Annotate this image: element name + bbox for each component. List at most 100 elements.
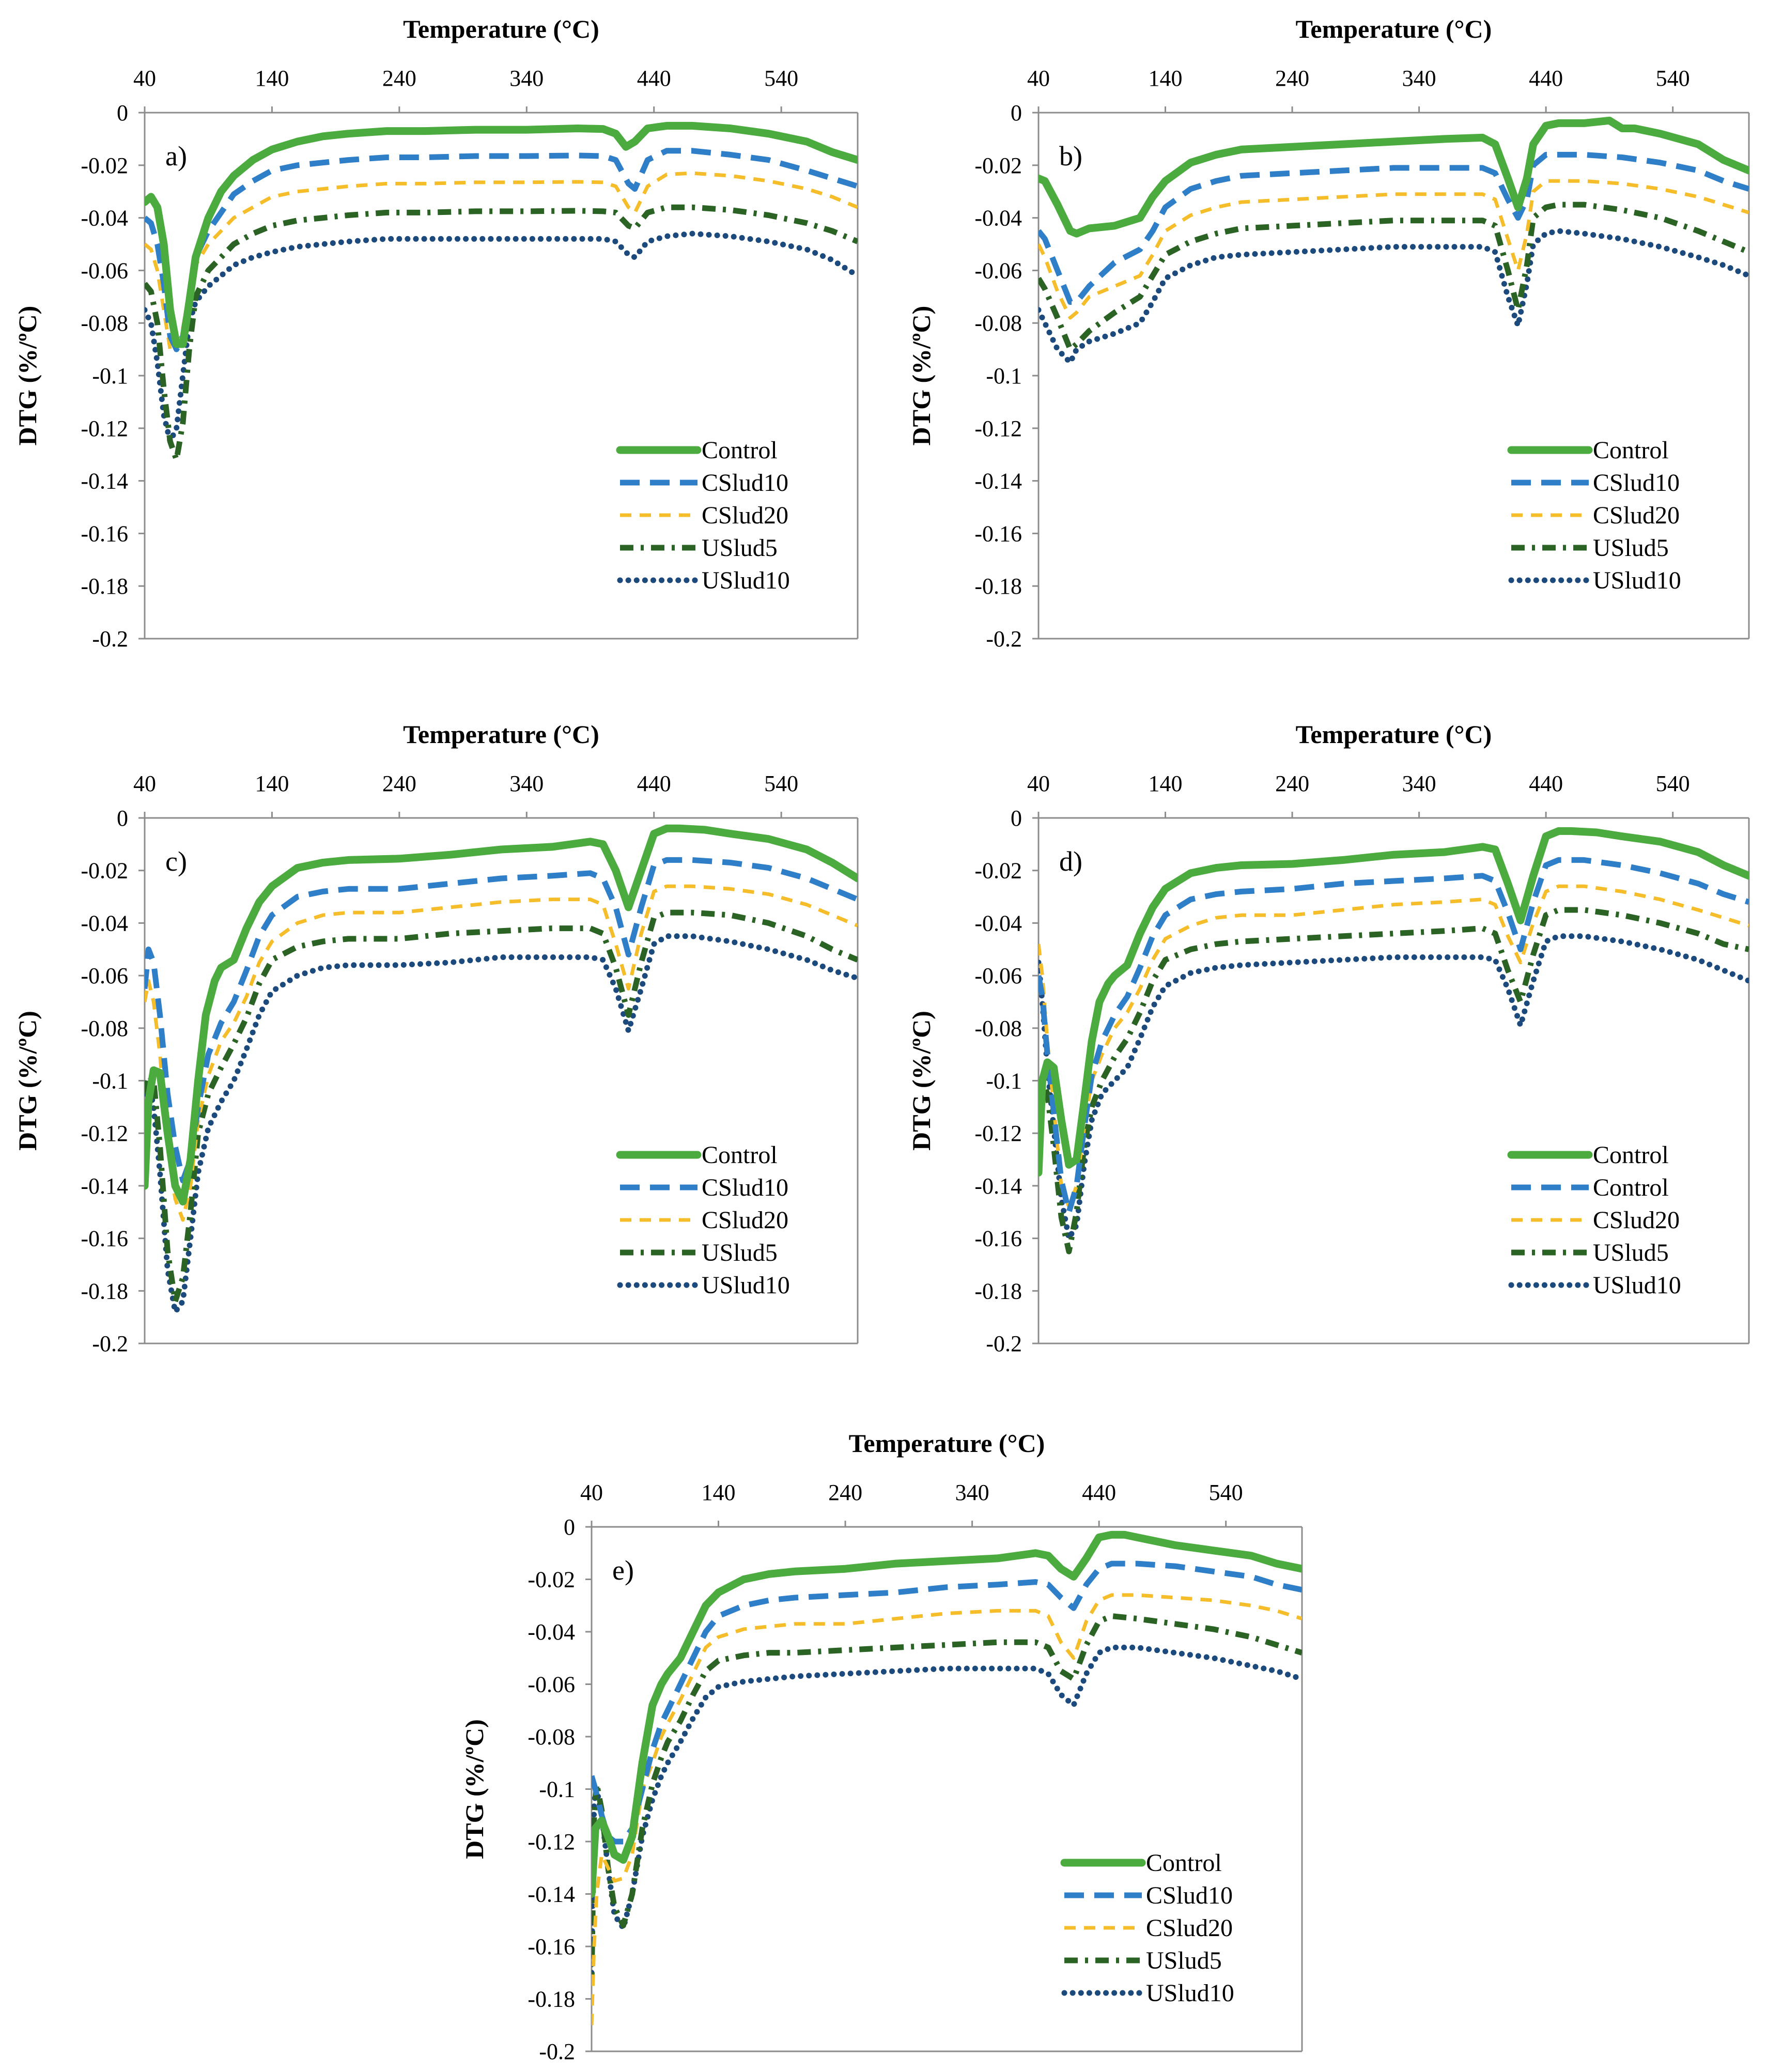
panel-label: b) [1059, 141, 1082, 172]
legend-label: CSlud10 [1593, 469, 1680, 497]
y-tick-label: 0 [564, 1514, 575, 1540]
x-tick-label: 40 [1027, 771, 1050, 796]
y-tick-label: -0.02 [81, 153, 128, 178]
y-tick-label: -0.02 [974, 858, 1022, 884]
series-line-cslud10 [592, 1560, 1302, 1845]
x-tick-label: 140 [702, 1480, 736, 1505]
y-tick-label: -0.04 [974, 910, 1022, 936]
y-tick-label: -0.06 [81, 258, 128, 283]
x-tick-label: 340 [509, 66, 544, 91]
panel-label: d) [1059, 846, 1082, 877]
y-axis-title: DTG (%/ºC) [13, 1011, 42, 1151]
x-tick-label: 240 [1275, 771, 1309, 796]
y-tick-label: -0.2 [92, 626, 128, 652]
y-tick-label: -0.08 [974, 311, 1022, 336]
y-tick-label: -0.16 [528, 1934, 575, 1959]
y-tick-label: -0.18 [81, 1278, 128, 1304]
y-tick-label: -0.14 [81, 469, 128, 494]
y-tick-label: -0.14 [528, 1882, 575, 1907]
legend: Control Control CSlud20 USlud5 USlud10 [1507, 1141, 1681, 1299]
series-lines [592, 1530, 1302, 2025]
legend: Control CSlud10 CSlud20 USlud5 USlud10 [616, 1141, 790, 1299]
panel-label: a) [165, 141, 187, 172]
x-tick-label: 440 [637, 66, 671, 91]
x-tick-label: 340 [509, 771, 544, 796]
legend: Control CSlud10 CSlud20 USlud5 USlud10 [1060, 1849, 1234, 2007]
y-axis-title: DTG (%/ºC) [460, 1719, 489, 1859]
y-tick-label: -0.1 [92, 363, 128, 389]
series-line-cslud20 [145, 884, 858, 1222]
legend-label: USlud5 [702, 1239, 778, 1266]
panel-label: c) [165, 846, 187, 877]
series-line-uslud5 [592, 1613, 1302, 1986]
series-line-cslud20 [592, 1593, 1302, 2025]
series-lines [1038, 827, 1749, 1255]
x-tick-label: 240 [382, 771, 416, 796]
legend-label: CSlud20 [1593, 502, 1680, 529]
y-tick-label: -0.02 [974, 153, 1022, 178]
dtg-panel-a: Temperature (°C) 40 140 240 340 440 540 0 -0.02 -… [13, 14, 859, 652]
y-tick-label: -0.16 [974, 1226, 1022, 1251]
series-line-control [1038, 857, 1749, 1215]
x-tick-label: 40 [133, 66, 156, 91]
legend-label: Control [702, 1141, 778, 1169]
y-tick-label: -0.06 [81, 963, 128, 988]
y-tick-label: -0.12 [528, 1829, 575, 1854]
dtg-panel-d: Temperature (°C) 40 140 240 340 440 540 0 -0.02 -… [907, 720, 1750, 1356]
y-tick-label: -0.08 [974, 1016, 1022, 1041]
y-axis-title: DTG (%/ºC) [907, 1011, 936, 1151]
y-tick-label: -0.18 [81, 574, 128, 599]
series-line-cslud10 [145, 148, 858, 352]
y-tick-label: -0.14 [974, 469, 1022, 494]
series-line-uslud10 [145, 933, 858, 1315]
x-tick-label: 540 [764, 771, 798, 796]
y-tick-label: -0.14 [81, 1173, 128, 1199]
legend-label: USlud10 [702, 1272, 790, 1299]
x-tick-label: 140 [1149, 66, 1183, 91]
y-tick-label: -0.12 [974, 416, 1022, 441]
x-tick-label: 440 [1082, 1480, 1116, 1505]
y-tick-label: -0.02 [81, 858, 128, 884]
series-line-uslud10 [1038, 933, 1749, 1242]
y-tick-label: -0.1 [92, 1069, 128, 1094]
x-tick-label: 540 [1656, 771, 1690, 796]
y-tick-label: -0.06 [528, 1672, 575, 1697]
series-line-control [145, 121, 858, 348]
series-line-uslud10 [1038, 228, 1749, 365]
x-tick-label: 540 [1656, 66, 1690, 91]
legend-label: CSlud20 [702, 1207, 788, 1234]
legend-label: USlud10 [702, 567, 790, 594]
y-tick-label: 0 [1011, 806, 1022, 831]
series-line-cslud20 [1038, 179, 1749, 320]
series-line-uslud10 [145, 230, 858, 444]
x-tick-label: 340 [955, 1480, 989, 1505]
legend-label: Control [1146, 1849, 1222, 1877]
y-tick-label: -0.18 [974, 574, 1022, 599]
series-line-cslud10 [145, 857, 858, 1184]
series-line-control [1038, 827, 1749, 1177]
x-tick-label: 540 [1209, 1480, 1243, 1505]
legend-label: Control [1593, 437, 1669, 464]
x-tick-label: 240 [1275, 66, 1309, 91]
x-tick-label: 40 [1027, 66, 1050, 91]
y-tick-label: -0.1 [986, 1069, 1022, 1094]
x-tick-label: 540 [764, 66, 798, 91]
legend-label: CSlud20 [1593, 1207, 1680, 1234]
legend-label: USlud10 [1593, 1272, 1681, 1299]
y-tick-label: -0.16 [974, 521, 1022, 546]
y-tick-label: -0.06 [974, 963, 1022, 988]
series-lines [145, 824, 858, 1315]
legend-label: CSlud20 [1146, 1914, 1233, 1942]
x-tick-label: 140 [255, 66, 289, 91]
y-tick-label: -0.16 [81, 1226, 128, 1251]
legend-label: Control [1593, 1174, 1669, 1201]
x-tick-label: 440 [637, 771, 671, 796]
y-tick-label: -0.08 [81, 1016, 128, 1041]
legend-label: Control [1593, 1141, 1669, 1169]
y-tick-label: 0 [117, 806, 128, 831]
series-line-uslud5 [145, 204, 858, 463]
x-tick-label: 140 [1149, 771, 1183, 796]
series-line-control [1038, 116, 1749, 238]
x-axis-title: Temperature (°C) [403, 14, 599, 43]
